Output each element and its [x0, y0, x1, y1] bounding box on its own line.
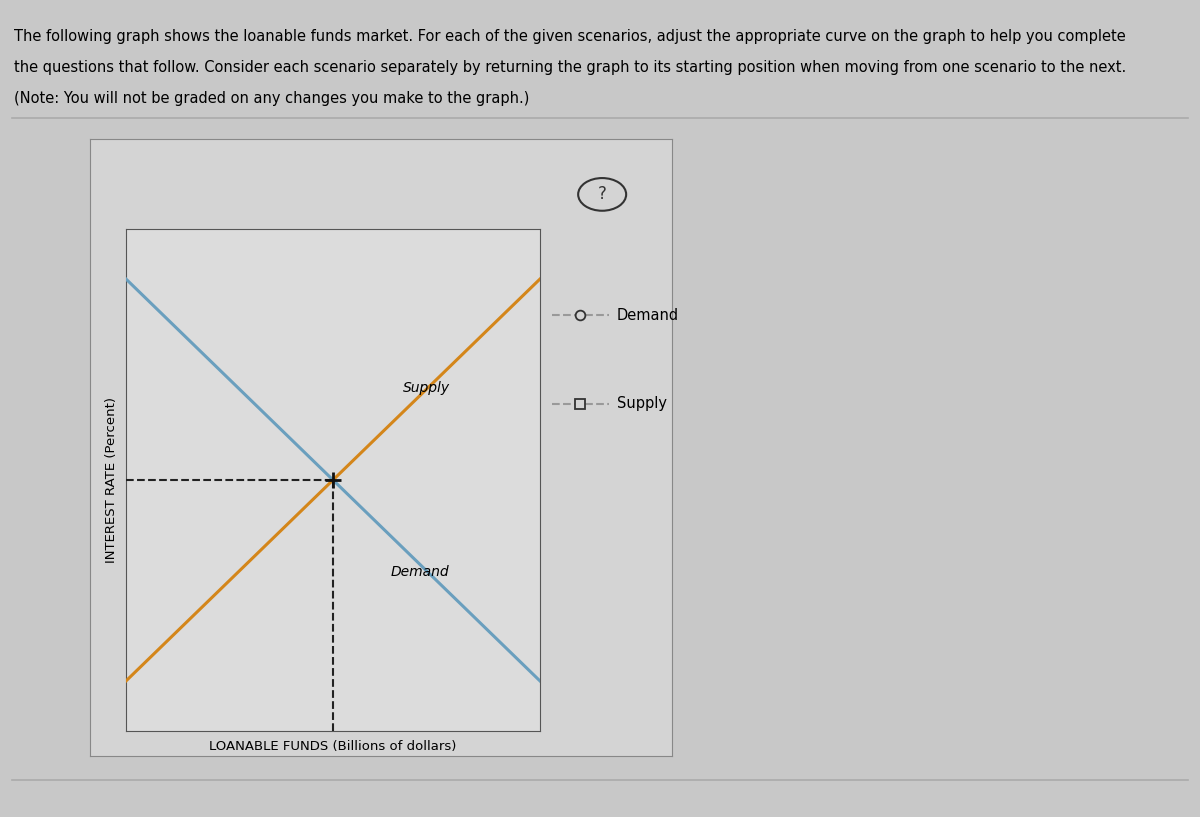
Text: Supply: Supply	[617, 396, 667, 411]
Text: (Note: You will not be graded on any changes you make to the graph.): (Note: You will not be graded on any cha…	[14, 91, 529, 105]
Text: The following graph shows the loanable funds market. For each of the given scena: The following graph shows the loanable f…	[14, 29, 1126, 43]
Text: Supply: Supply	[403, 381, 450, 395]
Y-axis label: INTEREST RATE (Percent): INTEREST RATE (Percent)	[104, 397, 118, 563]
Text: the questions that follow. Consider each scenario separately by returning the gr: the questions that follow. Consider each…	[14, 60, 1127, 74]
X-axis label: LOANABLE FUNDS (Billions of dollars): LOANABLE FUNDS (Billions of dollars)	[209, 739, 457, 752]
Text: Demand: Demand	[617, 308, 679, 323]
Text: ?: ?	[598, 185, 606, 203]
Text: Demand: Demand	[391, 565, 450, 579]
